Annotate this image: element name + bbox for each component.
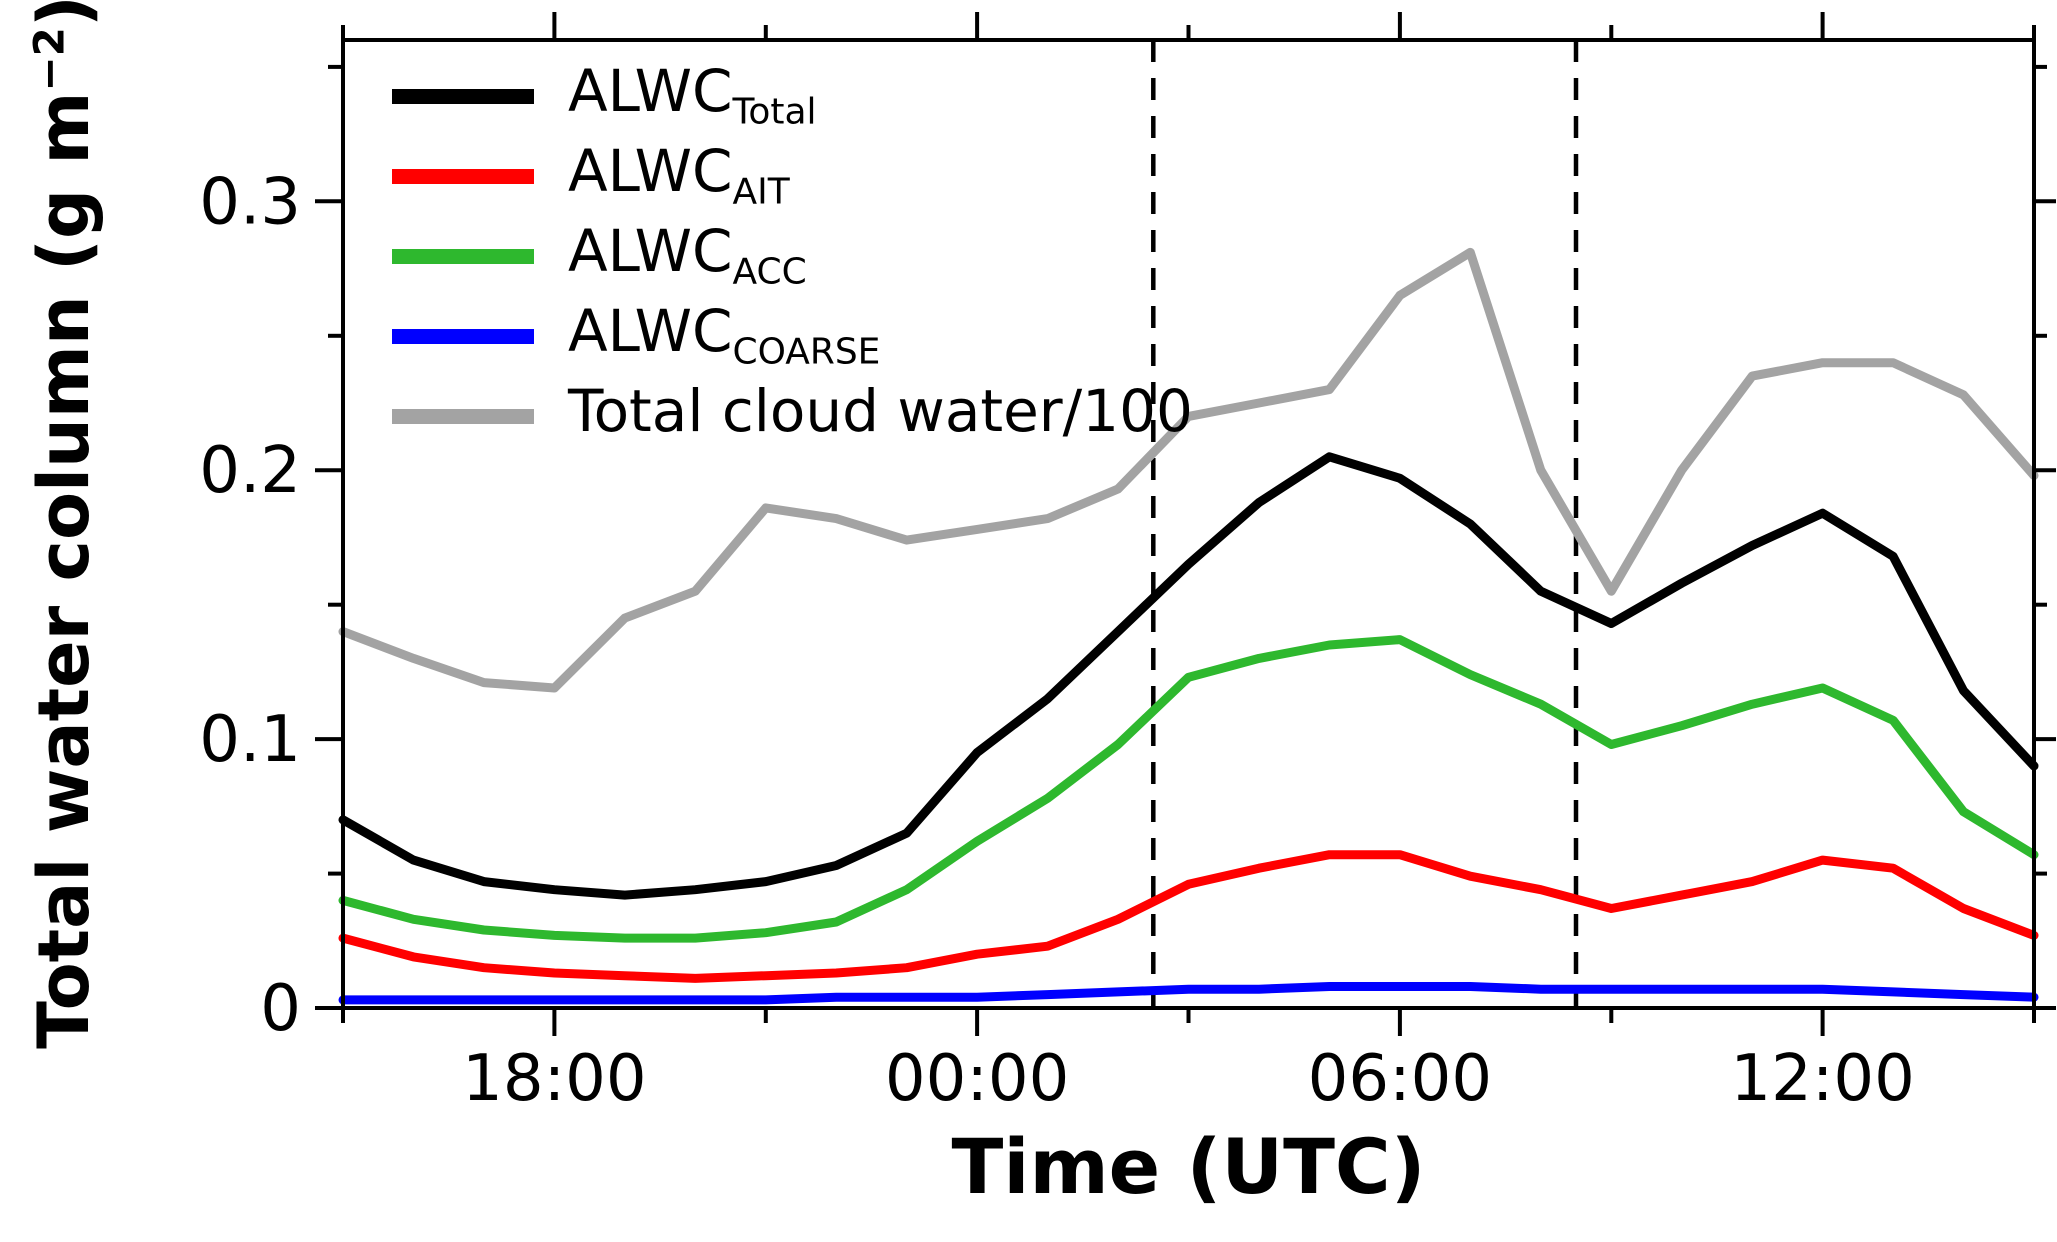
legend-swatch-alwc-coarse	[392, 328, 534, 344]
series-line-alwc-acc	[338, 635, 2039, 943]
legend-label-alwc-total: ALWCTotal	[568, 56, 817, 133]
legend-item-alwc-coarse: ALWCCOARSE	[392, 296, 1193, 376]
x-tick-label: 06:00	[1308, 1042, 1492, 1116]
legend-swatch-total-cloud-water	[392, 408, 534, 424]
legend-item-alwc-ait: ALWCAIT	[392, 136, 1193, 216]
y-axis-title-superscript: −2	[24, 27, 74, 92]
x-tick-label: 12:00	[1730, 1042, 1914, 1116]
legend-item-alwc-total: ALWCTotal	[392, 56, 1193, 136]
y-axis-title-main: Total water column (g m	[23, 91, 105, 1049]
legend-swatch-alwc-ait	[392, 168, 534, 184]
legend-item-alwc-acc: ALWCACC	[392, 216, 1193, 296]
axis-ticks	[315, 12, 2056, 1036]
legend-label-alwc-coarse: ALWCCOARSE	[568, 296, 881, 373]
y-axis-title-close: )	[23, 0, 105, 28]
legend-label-total-cloud-water: Total cloud water/100	[568, 376, 1193, 445]
series-line-alwc-ait	[338, 850, 2039, 983]
legend-swatch-alwc-acc	[392, 248, 534, 264]
legend-item-total-cloud-water: Total cloud water/100	[392, 376, 1193, 456]
y-tick-label: 0	[260, 972, 301, 1046]
series-line-alwc-coarse	[338, 982, 2039, 1005]
y-tick-label: 0.1	[199, 703, 301, 777]
legend-label-alwc-ait: ALWCAIT	[568, 136, 790, 213]
legend: ALWCTotal ALWCAIT ALWCACC ALWCCOARSE Tot…	[392, 56, 1193, 456]
y-axis-title: Total water column (g m−2)	[23, 0, 105, 1049]
legend-swatch-alwc-total	[392, 88, 534, 104]
legend-label-alwc-acc: ALWCACC	[568, 216, 807, 293]
x-tick-label: 18:00	[462, 1042, 646, 1116]
y-tick-label: 0.3	[199, 165, 301, 239]
y-tick-label: 0.2	[199, 434, 301, 508]
x-axis-title: Time (UTC)	[951, 1122, 1426, 1211]
series-line-alwc-total	[338, 452, 2039, 900]
x-tick-label: 00:00	[885, 1042, 1069, 1116]
tick-labels: 18:00 00:00 06:00 12:00 0 0.1 0.2 0.3	[199, 165, 1915, 1116]
series-line-total-cloud-water-over-100	[338, 247, 2039, 693]
